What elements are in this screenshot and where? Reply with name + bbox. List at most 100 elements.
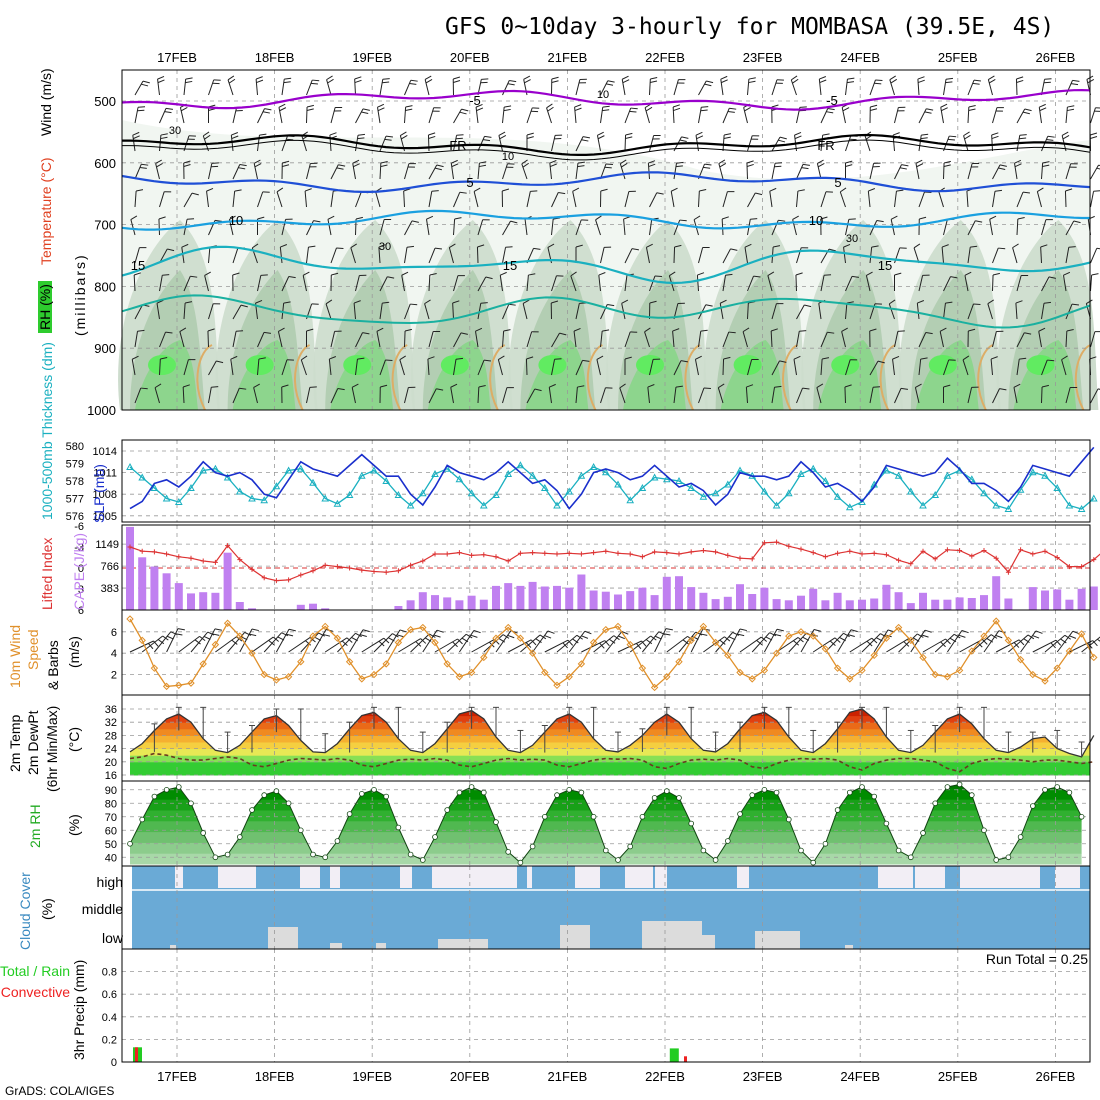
wind-barb-feather (352, 159, 360, 164)
wind-barb-feather (280, 244, 288, 248)
rh2m-point (602, 847, 609, 854)
pressure-axis-label: (millibars) (72, 253, 88, 336)
lifted-index-point (969, 553, 975, 559)
thickness-point (492, 490, 500, 498)
wind-barb (330, 164, 339, 180)
thickness-point (394, 490, 403, 498)
wind-barb-feather (450, 383, 458, 388)
wind-barb (551, 219, 554, 236)
wind-barb (967, 220, 976, 236)
rh2m-point (505, 849, 512, 855)
wind-barb (744, 247, 748, 264)
wind-barb-feather (549, 160, 557, 164)
thickness-point (296, 464, 305, 472)
wind-barb (575, 303, 580, 320)
lifted-index-point (639, 554, 645, 560)
wind-barb-feather (795, 272, 803, 276)
wind-barb-feather (775, 162, 783, 164)
wind-barb-feather (945, 77, 954, 80)
wind-barb-feather (1071, 303, 1080, 306)
wind-barb (1016, 191, 1024, 208)
wind-barb-feather (816, 383, 824, 388)
cape-bar (162, 573, 171, 610)
thickness-point (833, 492, 842, 500)
rh2m-point (480, 789, 487, 796)
wind-barb (796, 387, 803, 404)
wind-barb-feather (179, 327, 187, 332)
wind-barb-feather (648, 163, 656, 168)
wind-barb-feather (968, 108, 976, 112)
wind-barb (134, 304, 143, 320)
wind-barb (134, 387, 142, 404)
wind-barb (1065, 220, 1075, 236)
thickness-point (345, 490, 354, 498)
wind-barb-feather (410, 303, 418, 306)
wind-barb-feather (774, 385, 782, 388)
thickness-point (406, 501, 415, 509)
wind-barb-feather (337, 388, 345, 391)
wind-barb (943, 79, 947, 96)
wind-barb (742, 331, 748, 348)
wind-barb-feather (581, 635, 589, 639)
wind-barb (355, 191, 362, 208)
wind-barb (1044, 634, 1066, 653)
temperature-contour-20 (391, 344, 408, 411)
wind-barb-feather (325, 299, 333, 305)
wind-barb-feather (843, 243, 851, 248)
dewpoint-line (129, 752, 1094, 773)
pressure-tick-label: 500 (94, 94, 116, 109)
wind-barb (253, 387, 258, 404)
wind10-speed-point (968, 647, 976, 655)
wind-barb (475, 107, 479, 124)
wind-barb-feather (1039, 107, 1047, 112)
thickness-point (906, 487, 915, 495)
wind-barb-feather (157, 79, 165, 84)
wind-barb-feather (949, 135, 957, 138)
wind-barb-feather (503, 108, 511, 112)
wind-barb (987, 303, 993, 320)
wind-barb (696, 275, 699, 292)
cape-bar (858, 599, 866, 610)
wind-barb (1041, 386, 1043, 404)
wind-barb-feather (306, 108, 314, 112)
wind-barb (446, 633, 467, 653)
wind-barb (918, 359, 922, 376)
wind-barb-feather (255, 76, 263, 80)
wind-barb (526, 275, 529, 292)
wind-barb (918, 135, 922, 152)
rh2m-point (493, 819, 499, 825)
wind-barb (159, 108, 167, 124)
wind-barb (649, 359, 654, 376)
rh-shading-saturated (148, 355, 176, 375)
wind-barb (232, 107, 238, 124)
wind-barb-feather (729, 107, 737, 110)
wind-barb (524, 219, 528, 236)
wind-barb (502, 220, 511, 236)
date-label-top: 26FEB (1036, 50, 1076, 65)
wind-barb-feather (546, 103, 553, 109)
isotherm-label: 15 (131, 258, 145, 273)
rh2m-point (651, 795, 658, 801)
wind-barb (253, 163, 258, 180)
wind-barb (159, 331, 166, 348)
wind-barb-feather (999, 164, 1007, 167)
wind-barb (428, 107, 435, 124)
lifted-index-point (383, 569, 389, 575)
wind-barb (361, 637, 385, 653)
wind-barb (183, 192, 193, 208)
wind-barb-feather (654, 635, 662, 640)
rh2m-point (1030, 803, 1036, 809)
wind-barb (888, 303, 895, 320)
wind-barb (800, 629, 815, 653)
wind-barb (698, 387, 705, 404)
wind-barb (330, 247, 337, 264)
wind-barb-feather (478, 385, 486, 388)
wind-barb (379, 276, 388, 292)
cape-bar (540, 586, 549, 610)
wind-barb-feather (811, 633, 819, 637)
wind-barb-feather (533, 247, 541, 250)
wind-barb-feather (454, 217, 462, 220)
wind-barb-feather (606, 83, 614, 86)
wind-barb (499, 275, 503, 292)
